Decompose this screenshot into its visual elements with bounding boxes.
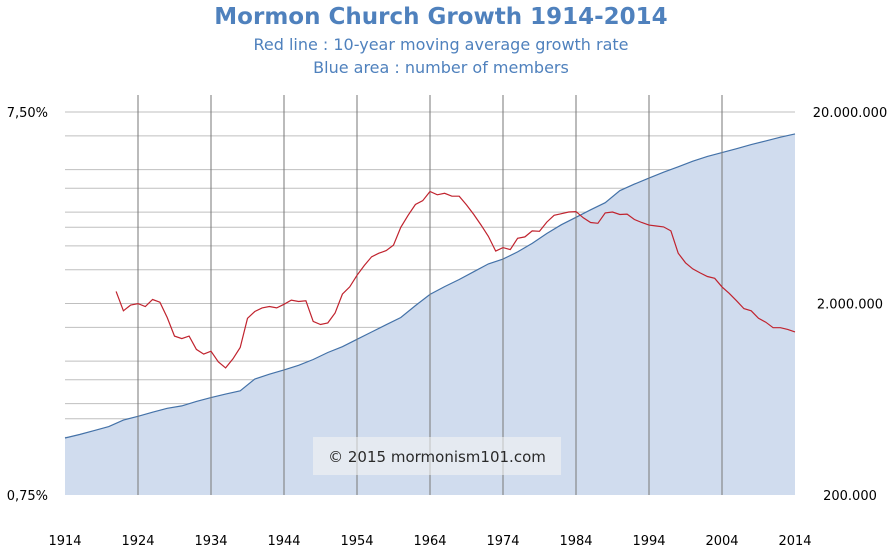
chart-title: Mormon Church Growth 1914-2014 (214, 4, 667, 30)
x-tick-label: 1924 (121, 534, 154, 549)
x-tick-label: 1984 (559, 534, 592, 549)
x-tick-label: 1954 (340, 534, 373, 549)
growth-rate-line (115, 190, 796, 369)
axis-tick-labels: 1914 1924 1934 1944 1954 1964 1974 1984 1994 2004… (7, 106, 888, 549)
x-tick-label: 2004 (705, 534, 738, 549)
watermark: © 2015 mormonism101.com (313, 437, 561, 475)
x-tick-label: 1944 (267, 534, 300, 549)
chart-subtitle-rate: Red line : 10-year moving average growth… (253, 35, 628, 54)
left-tick-label: 7,50% (7, 106, 48, 121)
left-tick-label: 0,75% (7, 489, 48, 504)
x-tick-label: 1994 (632, 534, 665, 549)
right-tick-label: 2.000.000 (817, 298, 883, 313)
x-tick-label: 1964 (413, 534, 446, 549)
x-tick-label: 1974 (486, 534, 519, 549)
right-tick-label: 20.000.000 (813, 106, 887, 121)
right-tick-label: 200.000 (823, 489, 877, 504)
watermark-text: © 2015 mormonism101.com (328, 448, 546, 466)
x-tick-label: 1914 (48, 534, 81, 549)
chart-subtitle-members: Blue area : number of members (313, 58, 569, 77)
vertical-gridlines (137, 95, 723, 495)
x-tick-label: 2014 (778, 534, 811, 549)
x-tick-label: 1934 (194, 534, 227, 549)
